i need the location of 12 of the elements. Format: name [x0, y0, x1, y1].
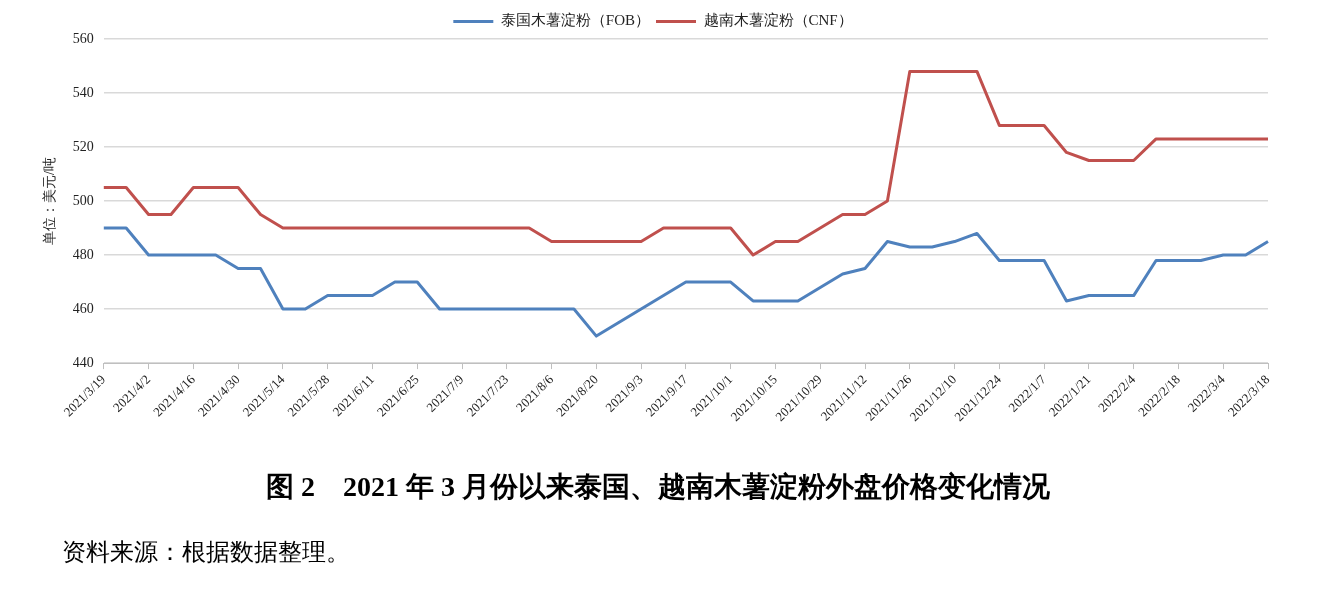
y-tick-label: 500 — [72, 192, 94, 208]
legend-label: 越南木薯淀粉（CNF） — [703, 12, 853, 29]
y-tick-label: 440 — [72, 354, 94, 370]
y-axis-title: 单位：美元/吨 — [42, 157, 58, 245]
y-tick-label: 460 — [72, 300, 94, 316]
text: 图 2 2021 年 3 月份以来泰国、越南木薯淀粉外盘价格变化情况 — [265, 470, 1051, 504]
y-tick-label: 540 — [72, 84, 94, 100]
y-tick-label: 560 — [72, 30, 94, 46]
legend-label: 泰国木薯淀粉（FOB） — [500, 12, 651, 29]
text: 资料来源：根据数据整理。 — [62, 538, 351, 567]
y-tick-label: 520 — [72, 138, 94, 154]
y-tick-label: 480 — [72, 246, 94, 262]
